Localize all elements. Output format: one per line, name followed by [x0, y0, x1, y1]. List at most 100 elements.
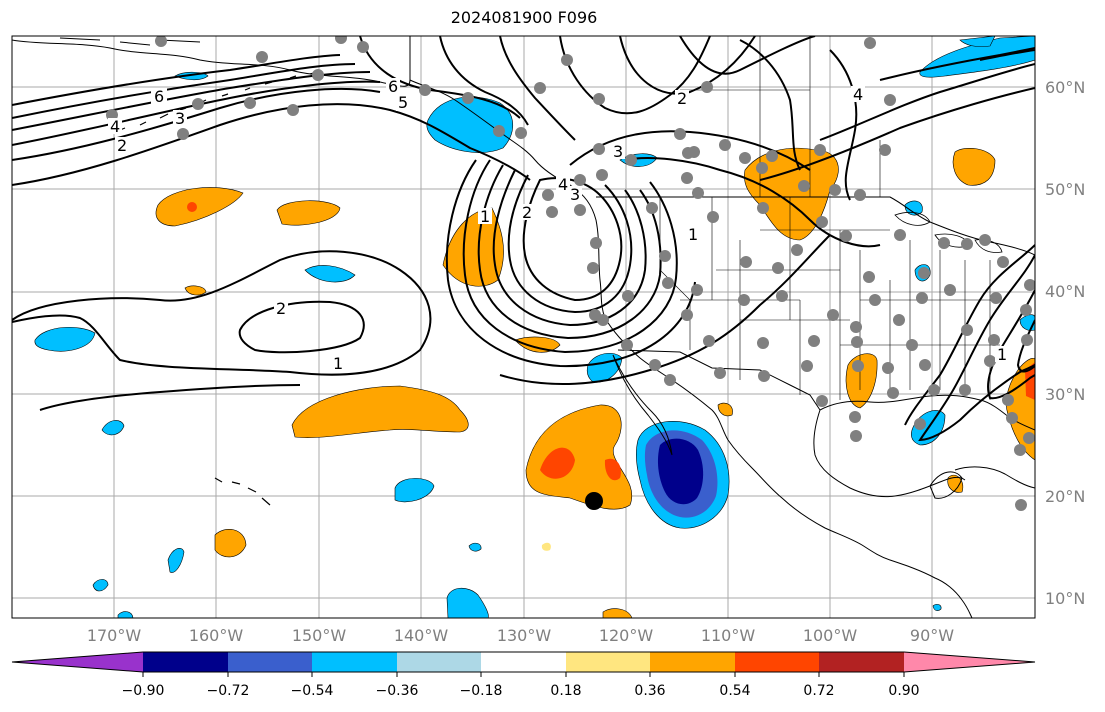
colorbar-segment — [735, 652, 819, 672]
station-dot — [852, 360, 864, 372]
map-title: 2024081900 F096 — [450, 8, 598, 27]
station-dot — [256, 51, 268, 63]
contour-label: 1 — [480, 207, 490, 226]
contour-line — [507, 174, 633, 314]
negative-anomaly-region — [932, 604, 942, 611]
station-dot — [621, 339, 633, 351]
contour-line — [522, 177, 623, 302]
station-dot — [919, 359, 931, 371]
contour-label: 3 — [613, 142, 623, 161]
contour-line — [12, 103, 531, 186]
station-dot — [854, 189, 866, 201]
station-dot — [840, 230, 852, 242]
positive-anomaly-region — [514, 336, 561, 353]
station-dot — [914, 418, 926, 430]
station-dot — [692, 187, 704, 199]
lat-label: 30°N — [1045, 385, 1086, 404]
station-dot — [893, 314, 905, 326]
station-dot — [849, 411, 861, 423]
station-dot — [814, 144, 826, 156]
contour-line — [879, 47, 1035, 81]
colorbar-segment — [819, 652, 904, 672]
station-dot — [1021, 334, 1033, 346]
tropical-negative-core — [657, 438, 704, 505]
colorbar-segment — [397, 652, 481, 672]
contour-line — [499, 36, 576, 141]
station-dot — [988, 334, 1000, 346]
station-dot — [714, 367, 726, 379]
north-america-coastline — [409, 36, 973, 618]
station-dot — [419, 84, 431, 96]
positive-anomaly-region — [442, 207, 504, 287]
contour-label: 1 — [997, 345, 1007, 364]
positive-anomaly-region — [276, 200, 341, 226]
positive-anomaly-region — [952, 147, 996, 186]
contour-line — [12, 71, 371, 131]
contour-label: 4 — [110, 117, 120, 136]
station-dot — [801, 360, 813, 372]
strong-positive-anomaly — [604, 458, 621, 481]
storm-position-marker — [585, 492, 603, 510]
station-dot — [664, 374, 676, 386]
station-dot — [850, 430, 862, 442]
contour-labels: 6 5 4 3 2 1 2 1 3 4 2 1 6 4 3 2 1 — [108, 77, 1009, 373]
anomaly-fields — [34, 36, 1035, 618]
colorbar-segment — [143, 652, 228, 672]
station-dot — [776, 290, 788, 302]
yucatan — [929, 471, 963, 499]
contour-label: 4 — [853, 85, 863, 104]
cuba — [954, 466, 1035, 489]
positive-anomaly-region — [947, 474, 964, 493]
station-dot — [493, 125, 505, 137]
contour-label: 1 — [333, 354, 343, 373]
station-dot — [1002, 394, 1014, 406]
negative-anomaly-region — [919, 36, 1035, 78]
map-frame — [11, 35, 1036, 619]
positive-anomaly-region — [717, 402, 733, 417]
station-dot — [918, 267, 930, 279]
station-dot — [884, 94, 896, 106]
positive-anomaly-region — [184, 285, 207, 296]
lon-label: 130°W — [496, 626, 552, 645]
contour-line — [12, 63, 356, 119]
station-dot — [1020, 304, 1032, 316]
station-dot — [772, 262, 784, 274]
contour-line — [987, 289, 1035, 400]
negative-anomaly-region — [92, 579, 109, 592]
colorbar-tick-label: 0.18 — [550, 683, 582, 699]
colorbar-segment — [566, 652, 650, 672]
station-dot — [766, 150, 778, 162]
contour-label: 2 — [677, 89, 687, 108]
lat-label: 40°N — [1045, 282, 1086, 301]
positive-anomaly-region — [155, 187, 244, 227]
colorbar — [11, 651, 1036, 677]
colorbar-segment — [481, 652, 566, 672]
negative-anomaly-region — [446, 587, 489, 618]
station-dot — [574, 174, 586, 186]
station-dot — [816, 395, 828, 407]
station-dot — [756, 162, 768, 174]
station-dot — [244, 97, 256, 109]
station-dot — [662, 277, 674, 289]
lon-label: 160°W — [188, 626, 244, 645]
lon-label: 150°W — [291, 626, 347, 645]
strong-positive-anomaly — [540, 447, 575, 479]
contour-line — [445, 159, 696, 368]
lat-label: 20°N — [1045, 487, 1086, 506]
colorbar-tick-label: −0.90 — [121, 683, 165, 699]
contour-line — [679, 36, 816, 75]
negative-anomaly-region — [34, 326, 96, 352]
station-dot — [997, 256, 1009, 268]
station-dot — [791, 244, 803, 256]
station-dot — [590, 237, 602, 249]
station-dot — [979, 234, 991, 246]
contour-line — [12, 87, 381, 161]
contour-label: 3 — [570, 185, 580, 204]
contour-label: 5 — [398, 93, 408, 112]
station-dot — [701, 81, 713, 93]
lon-label: 120°W — [598, 626, 654, 645]
colorbar-segment — [650, 652, 735, 672]
contour-line — [979, 49, 1035, 61]
lon-label: 100°W — [802, 626, 858, 645]
station-dot — [177, 128, 189, 140]
